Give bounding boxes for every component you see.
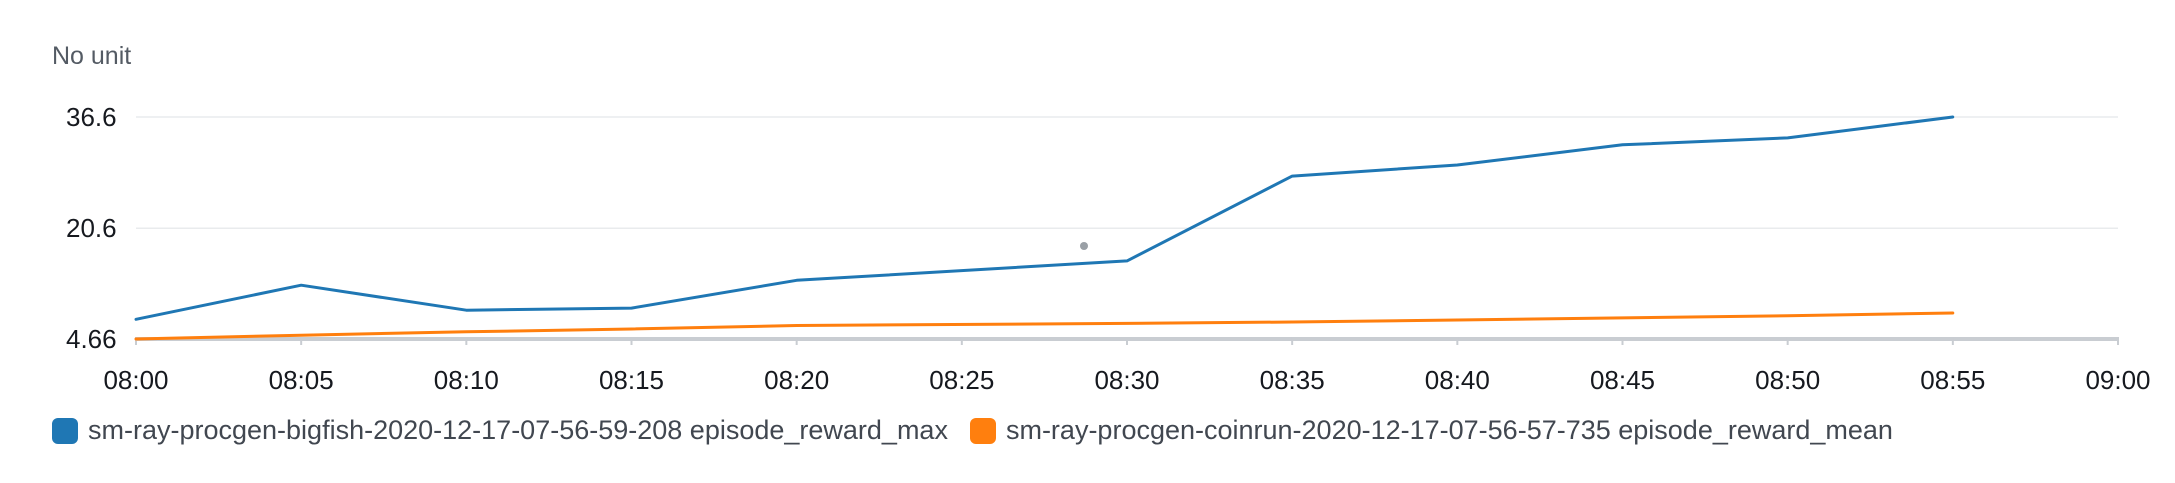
legend-swatch-coinrun [969,417,996,444]
x-tick-label: 08:15 [599,365,664,395]
y-tick-label: 20.6 [66,213,117,243]
series-lines[interactable] [134,115,1955,341]
x-tick-label: 08:40 [1425,365,1490,395]
y-tick-label: 36.6 [66,102,117,132]
legend: sm-ray-procgen-bigfish-2020-12-17-07-56-… [52,415,1915,446]
x-tick-label: 08:25 [929,365,994,395]
x-tick-label: 08:55 [1920,365,1985,395]
x-tick-label: 08:45 [1590,365,1655,395]
legend-label-bigfish: sm-ray-procgen-bigfish-2020-12-17-07-56-… [88,415,948,445]
x-tick-label: 08:30 [1094,365,1159,395]
legend-item-bigfish[interactable]: sm-ray-procgen-bigfish-2020-12-17-07-56-… [52,415,948,446]
y-axis-unit-label: No unit [52,42,132,70]
cursor-dot [1080,242,1088,250]
series-line-coinrun[interactable] [134,311,1955,341]
x-tick-label: 09:00 [2085,365,2150,395]
legend-label-coinrun: sm-ray-procgen-coinrun-2020-12-17-07-56-… [1005,415,1893,445]
legend-item-coinrun[interactable]: sm-ray-procgen-coinrun-2020-12-17-07-56-… [969,415,1893,446]
series-line-bigfish[interactable] [134,115,1955,321]
x-tick-label: 08:10 [434,365,499,395]
legend-swatch-bigfish [52,417,78,444]
x-tick-label: 08:00 [103,365,168,395]
grid-lines [136,116,2118,229]
x-tick-label: 08:05 [269,365,334,395]
x-axis-ticks: 08:00 08:05 08:10 08:15 08:20 08:25 08:30 08:35… [103,337,2151,395]
x-tick-label: 08:50 [1755,365,1820,395]
x-tick-label: 08:35 [1260,365,1325,395]
x-tick-label: 08:20 [764,365,829,395]
y-axis-ticks: 4.66 20.6 36.6 [66,102,117,354]
y-tick-label: 4.66 [66,324,117,354]
